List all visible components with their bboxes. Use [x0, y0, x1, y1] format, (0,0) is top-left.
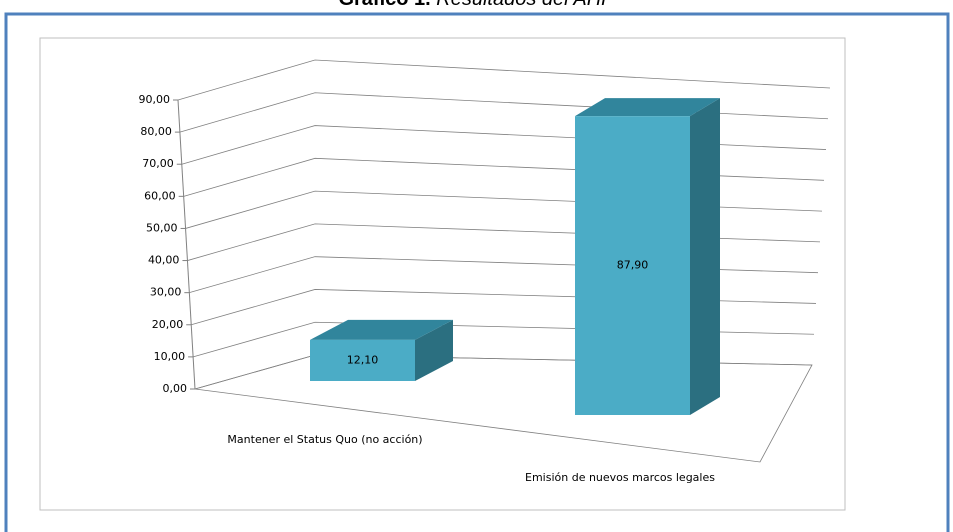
- y-axis: [177, 99, 196, 390]
- value-label: 87,90: [617, 259, 649, 272]
- y-tick-label: 10,00: [154, 350, 186, 363]
- bar: [310, 339, 415, 381]
- y-tick-label: 50,00: [146, 221, 178, 234]
- title-block: Gráfico 1. Resultados del AHP: [0, 0, 953, 11]
- y-tick-label: 20,00: [152, 318, 184, 331]
- bar: [575, 116, 690, 415]
- chart-subtitle: Resultados del AHP: [436, 0, 614, 10]
- frame: [4, 12, 950, 532]
- chart-title: Gráfico 1.: [338, 0, 430, 10]
- y-tick-label: 70,00: [142, 157, 174, 170]
- bar-top: [575, 98, 720, 117]
- bar-top: [310, 319, 453, 340]
- y-tick-label: 40,00: [148, 254, 180, 267]
- y-tick-label: 30,00: [150, 286, 182, 299]
- bar-side: [690, 98, 720, 415]
- y-tick-label: 0,00: [163, 382, 188, 395]
- x-tick-label: Emisión de nuevos marcos legales: [525, 471, 715, 484]
- y-tick-label: 60,00: [144, 189, 176, 202]
- chart-area: [39, 37, 846, 511]
- bar-side: [415, 319, 453, 381]
- x-tick-label: Mantener el Status Quo (no acción): [227, 433, 422, 446]
- grid-line: [177, 59, 831, 101]
- y-tick-label: 80,00: [140, 125, 172, 138]
- y-tick-label: 90,00: [139, 93, 171, 106]
- value-label: 12,10: [347, 353, 379, 366]
